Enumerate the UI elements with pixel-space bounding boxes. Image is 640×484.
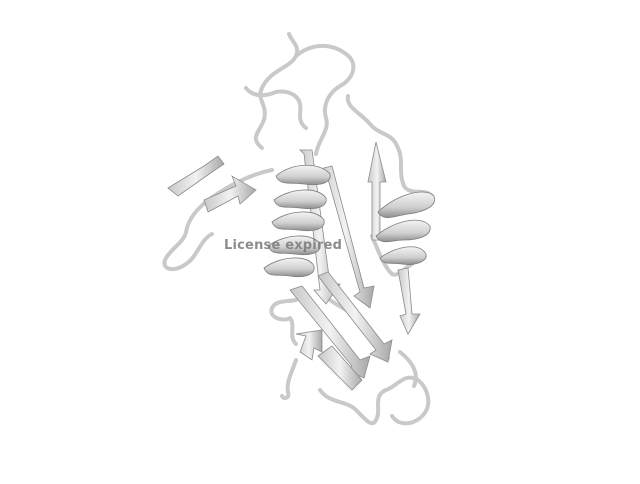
loop-left bbox=[162, 168, 274, 272]
helix-right bbox=[375, 191, 436, 265]
loop-top bbox=[253, 32, 300, 150]
strand-lower-arrow bbox=[295, 329, 323, 361]
strand-center-2 bbox=[315, 165, 375, 309]
loop-upper-left bbox=[244, 86, 308, 130]
strand-right-vertical bbox=[367, 141, 387, 241]
strand-lower-1 bbox=[289, 285, 371, 379]
beta-strands bbox=[167, 141, 421, 391]
license-expired-watermark: License expired bbox=[224, 238, 343, 253]
loop-bottom-left bbox=[280, 358, 298, 401]
strand-left-upper bbox=[167, 155, 225, 197]
coil-loops bbox=[162, 32, 434, 426]
loop-bottom-right bbox=[398, 350, 418, 388]
loop-right bbox=[345, 94, 434, 198]
strand-lower-mid bbox=[317, 345, 363, 391]
strand-lower-2 bbox=[317, 271, 393, 363]
alpha-helices bbox=[263, 164, 436, 278]
strand-left-arrow bbox=[203, 175, 257, 213]
loop-bottom bbox=[318, 375, 431, 426]
strand-right-down bbox=[397, 267, 421, 335]
helix-left bbox=[263, 164, 331, 278]
loop-top-right bbox=[294, 44, 356, 156]
loop-lower-left bbox=[269, 298, 298, 346]
